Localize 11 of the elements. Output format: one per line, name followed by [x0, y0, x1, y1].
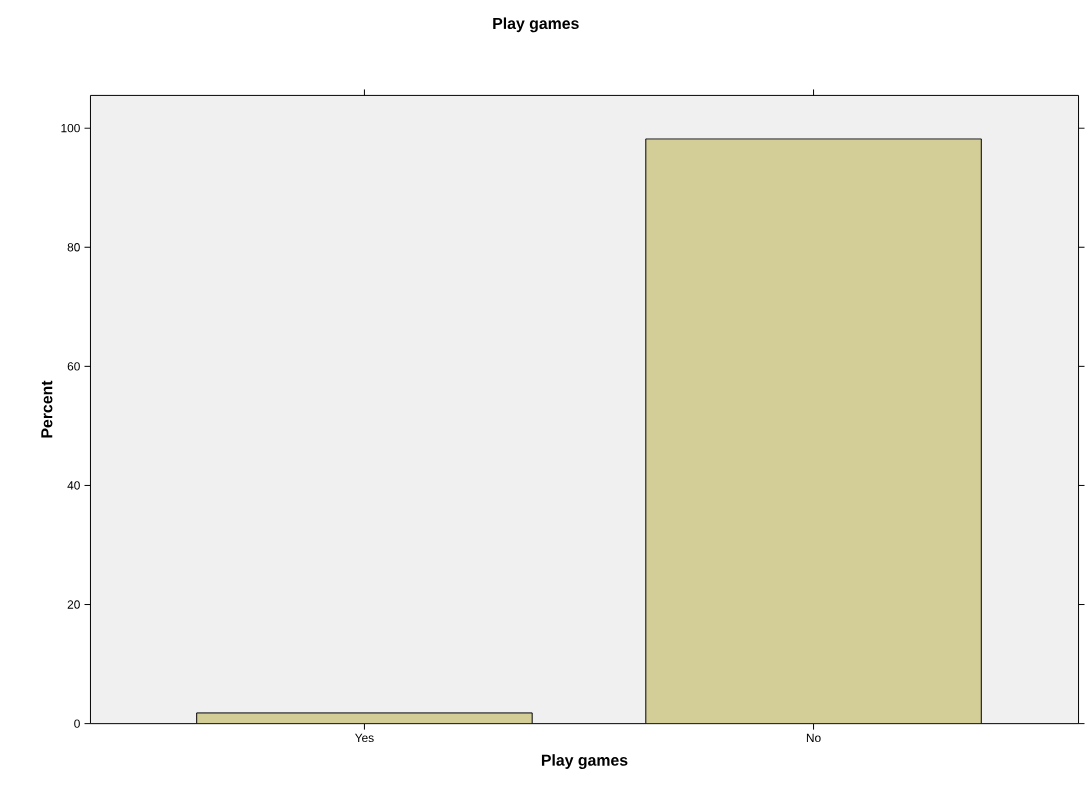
x-tick-label: Yes — [355, 733, 374, 742]
y-tick-label: 100 — [61, 123, 80, 133]
y-axis-title: Percent — [41, 380, 53, 438]
y-tick-label: 80 — [67, 242, 80, 252]
y-tick-label: 0 — [74, 719, 80, 728]
chart-title: Play games — [493, 17, 579, 33]
x-tick-label: No — [806, 733, 821, 742]
x-axis-title: Play games — [541, 754, 628, 769]
y-tick-label: 60 — [67, 362, 80, 371]
y-tick-label: 20 — [67, 600, 80, 609]
y-tick-label: 40 — [67, 481, 80, 490]
